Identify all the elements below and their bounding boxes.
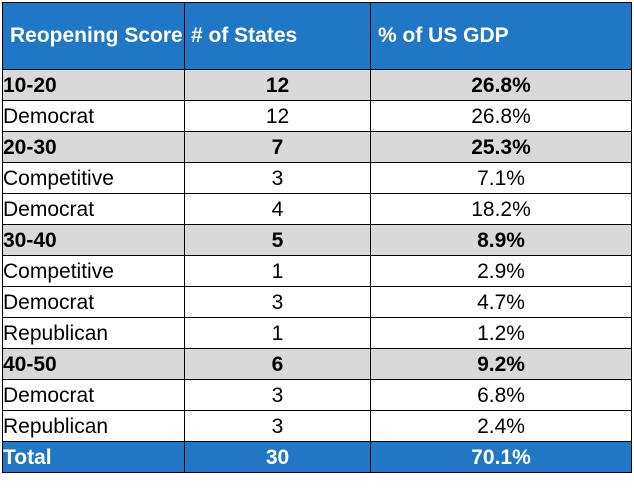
party-cell: Democrat (2, 193, 185, 225)
party-cell: Democrat (2, 100, 185, 132)
group-row: 40-50 6 9.2% (2, 348, 632, 380)
states-count-cell: 12 (184, 69, 371, 101)
header-row: Reopening Score # of States % of US GDP (2, 2, 632, 70)
states-count-cell: 3 (184, 162, 371, 194)
gdp-share-cell: 6.8% (370, 379, 632, 411)
party-cell: Competitive (2, 255, 185, 287)
gdp-share-cell: 7.1% (370, 162, 632, 194)
table-row: Democrat 4 18.2% (2, 193, 632, 225)
gdp-share-cell: 26.8% (370, 69, 632, 101)
states-count-cell: 12 (184, 100, 371, 132)
gdp-share-cell: 2.9% (370, 255, 632, 287)
states-count-cell: 7 (184, 131, 371, 163)
states-count-cell: 4 (184, 193, 371, 225)
party-cell: Republican (2, 410, 185, 442)
total-row: Total 30 70.1% (2, 441, 632, 473)
party-cell: Democrat (2, 379, 185, 411)
states-count-cell: 6 (184, 348, 371, 380)
score-range-cell: 10-20 (2, 69, 185, 101)
gdp-share-cell: 18.2% (370, 193, 632, 225)
table-row: Democrat 3 6.8% (2, 379, 632, 411)
score-range-cell: 20-30 (2, 131, 185, 163)
group-row: 10-20 12 26.8% (2, 69, 632, 101)
table-row: Republican 3 2.4% (2, 410, 632, 442)
party-cell: Republican (2, 317, 185, 349)
total-states-cell: 30 (184, 441, 371, 473)
states-count-cell: 3 (184, 410, 371, 442)
gdp-share-cell: 8.9% (370, 224, 632, 256)
states-count-cell: 1 (184, 255, 371, 287)
score-range-cell: 40-50 (2, 348, 185, 380)
states-count-cell: 3 (184, 286, 371, 318)
score-range-cell: 30-40 (2, 224, 185, 256)
table-row: Democrat 12 26.8% (2, 100, 632, 132)
gdp-share-cell: 9.2% (370, 348, 632, 380)
table-row: Democrat 3 4.7% (2, 286, 632, 318)
gdp-share-cell: 2.4% (370, 410, 632, 442)
table-row: Competitive 1 2.9% (2, 255, 632, 287)
gdp-share-cell: 1.2% (370, 317, 632, 349)
total-gdp-cell: 70.1% (370, 441, 632, 473)
states-count-cell: 3 (184, 379, 371, 411)
group-row: 20-30 7 25.3% (2, 131, 632, 163)
party-cell: Democrat (2, 286, 185, 318)
reopening-score-table: Reopening Score # of States % of US GDP … (2, 2, 632, 473)
group-row: 30-40 5 8.9% (2, 224, 632, 256)
gdp-share-cell: 26.8% (370, 100, 632, 132)
header-percent-us-gdp: % of US GDP (370, 2, 632, 70)
states-count-cell: 5 (184, 224, 371, 256)
table-body: 10-20 12 26.8% Democrat 12 26.8% 20-30 7 25.3% Co… (2, 69, 632, 473)
total-label-cell: Total (2, 441, 185, 473)
gdp-share-cell: 4.7% (370, 286, 632, 318)
table-row: Competitive 3 7.1% (2, 162, 632, 194)
table-row: Republican 1 1.2% (2, 317, 632, 349)
party-cell: Competitive (2, 162, 185, 194)
gdp-share-cell: 25.3% (370, 131, 632, 163)
states-count-cell: 1 (184, 317, 371, 349)
header-reopening-score: Reopening Score (2, 2, 185, 70)
header-number-of-states: # of States (184, 2, 371, 70)
